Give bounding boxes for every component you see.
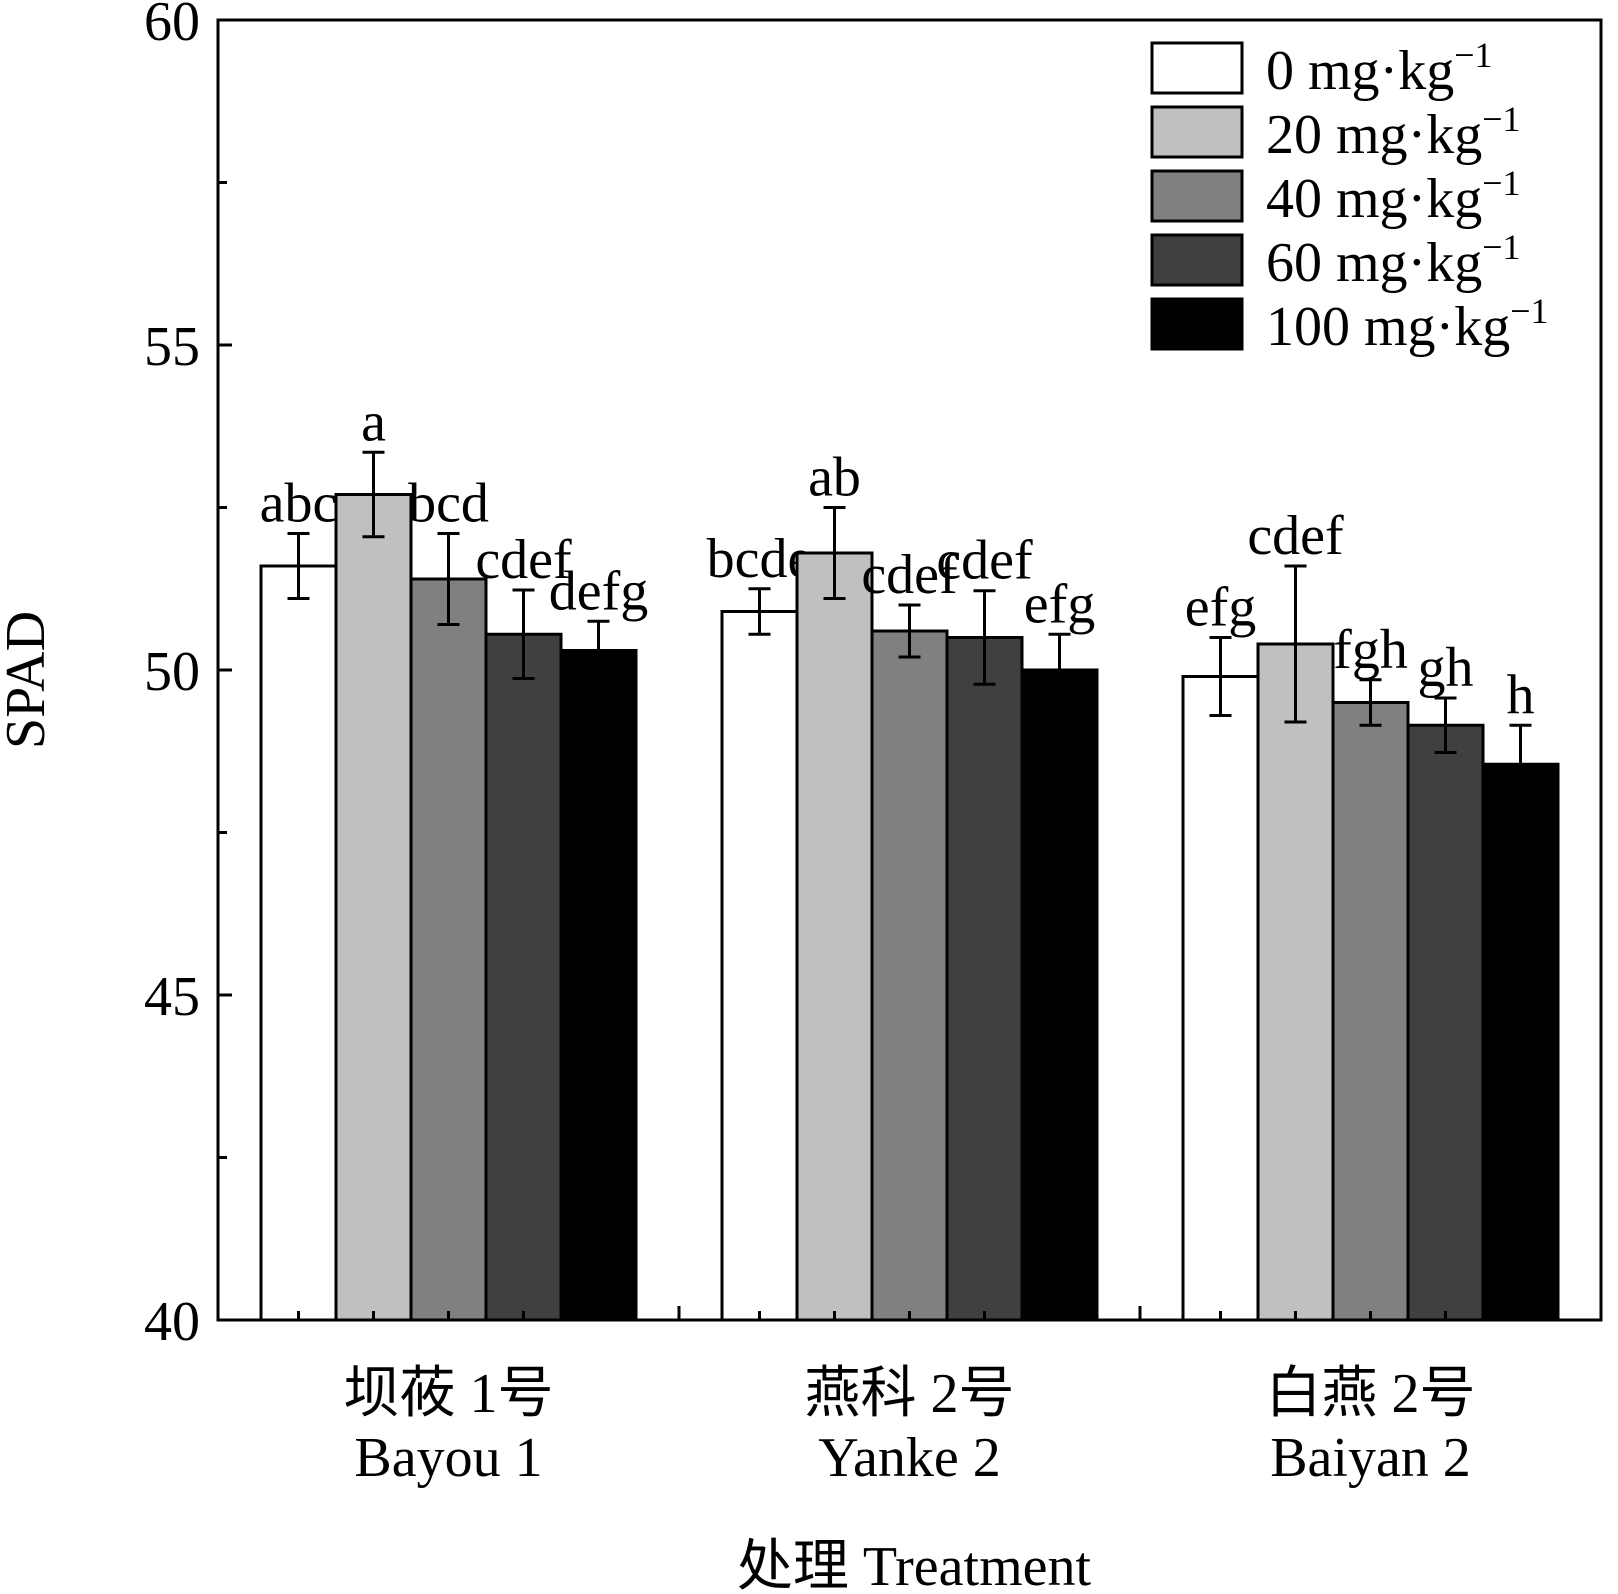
significance-label: efg bbox=[1185, 577, 1257, 639]
bar-2-1 bbox=[720, 610, 799, 1322]
significance-label: gh bbox=[1418, 637, 1474, 699]
bar-2-5 bbox=[1020, 668, 1099, 1322]
y-tick-label: 60 bbox=[144, 0, 200, 53]
bar-3-1 bbox=[1181, 675, 1260, 1322]
y-tick-label: 45 bbox=[144, 966, 200, 1028]
significance-label: abc bbox=[260, 473, 338, 535]
bar-2-2 bbox=[795, 551, 874, 1322]
bar-1-1 bbox=[259, 564, 338, 1322]
significance-label: h bbox=[1507, 664, 1535, 726]
bar-2-3 bbox=[870, 629, 949, 1322]
x-category-label-cn: 白燕 2号 bbox=[1266, 1363, 1476, 1425]
significance-label: cdef bbox=[936, 530, 1033, 592]
legend-swatch bbox=[1150, 105, 1244, 159]
y-tick-label: 55 bbox=[144, 316, 200, 378]
legend-swatch bbox=[1150, 169, 1244, 223]
y-tick-label: 40 bbox=[144, 1291, 200, 1353]
significance-label: cdef bbox=[475, 529, 572, 591]
legend-label: 100 mg·kg−1 bbox=[1266, 291, 1549, 358]
x-category-label-cn: 燕科 2号 bbox=[805, 1363, 1015, 1425]
x-category-label-en: Yanke 2 bbox=[818, 1427, 1001, 1489]
legend-label: 0 mg·kg−1 bbox=[1266, 35, 1493, 102]
x-category-label-en: Baiyan 2 bbox=[1270, 1427, 1471, 1489]
x-category-label-en: Bayou 1 bbox=[354, 1427, 542, 1489]
legend-swatch bbox=[1150, 41, 1244, 95]
legend-swatch bbox=[1150, 233, 1244, 287]
bar-2-4 bbox=[945, 636, 1024, 1322]
significance-label: efg bbox=[1024, 573, 1096, 635]
significance-label: bcde bbox=[707, 528, 813, 590]
legend-label: 60 mg·kg−1 bbox=[1266, 227, 1521, 294]
significance-label: cdef bbox=[861, 544, 958, 606]
bar-3-4 bbox=[1406, 723, 1485, 1322]
significance-label: ab bbox=[808, 447, 861, 509]
significance-label: bcd bbox=[408, 473, 489, 535]
significance-label: fgh bbox=[1333, 619, 1408, 681]
bar-1-3 bbox=[409, 577, 488, 1322]
significance-label: cdef bbox=[1247, 505, 1344, 567]
bar-1-2 bbox=[334, 493, 413, 1322]
bar-3-2 bbox=[1256, 642, 1335, 1322]
legend-label: 40 mg·kg−1 bbox=[1266, 163, 1521, 230]
significance-label: a bbox=[361, 391, 386, 453]
y-axis-title: SPAD bbox=[0, 611, 57, 749]
bar-3-5 bbox=[1481, 762, 1560, 1322]
legend-swatch bbox=[1150, 297, 1244, 351]
legend: 0 mg·kg−120 mg·kg−140 mg·kg−160 mg·kg−11… bbox=[1150, 35, 1549, 358]
legend-label: 20 mg·kg−1 bbox=[1266, 99, 1521, 166]
significance-label: defg bbox=[549, 560, 649, 622]
bar-1-5 bbox=[559, 649, 638, 1322]
x-axis-title: 处理 Treatment bbox=[737, 1536, 1092, 1594]
x-category-label-cn: 坝莜 1号 bbox=[344, 1363, 554, 1425]
bar-3-3 bbox=[1331, 701, 1410, 1322]
y-tick-label: 50 bbox=[144, 641, 200, 703]
bar-1-4 bbox=[484, 632, 563, 1322]
